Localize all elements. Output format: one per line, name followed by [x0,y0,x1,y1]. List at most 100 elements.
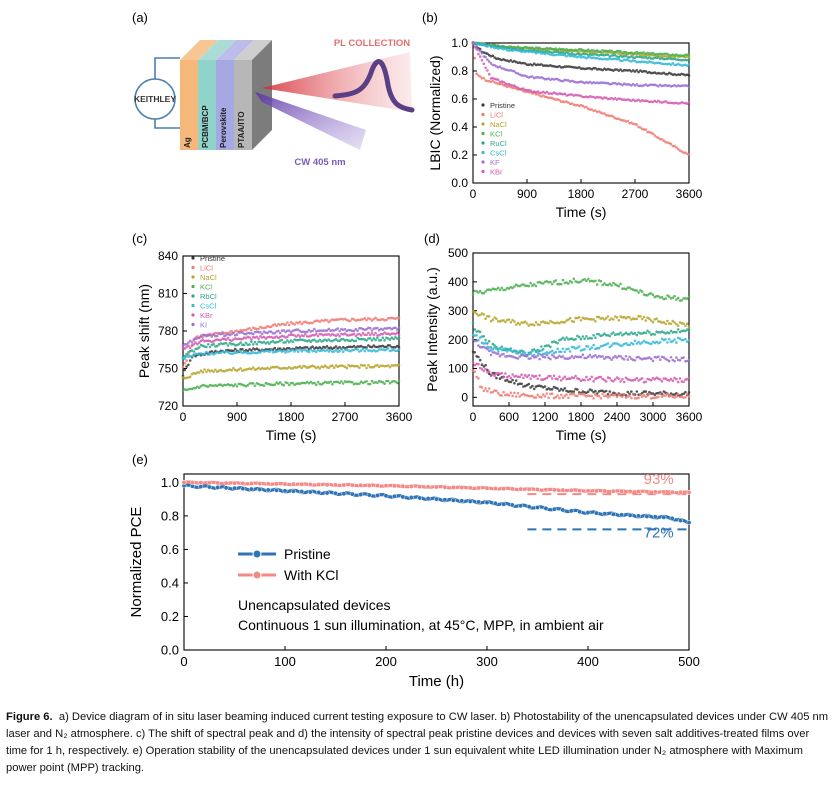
data-point-d-5-20 [507,348,511,351]
series-marker-e-1-7 [240,480,246,486]
data-point-d-2-108 [666,319,669,323]
data-point-d-2-6 [482,313,486,316]
data-point-d-6-48 [558,375,561,379]
data-point-c-5-73 [313,349,316,352]
data-point-b-7-51 [563,92,567,96]
data-point-d-2-93 [639,315,642,318]
series-marker-e-0-60 [686,520,692,526]
data-point-d-4-60 [579,337,583,341]
data-point-c-7-19 [215,334,219,338]
series-c-ki [181,326,401,347]
data-point-b-1-100 [651,132,655,135]
layer-ptaa-label: PTAA/ITO [237,111,246,148]
data-point-c-5-114 [386,347,390,350]
data-point-d-4-114 [676,328,680,331]
data-point-d-4-51 [563,338,567,341]
data-point-d-2-30 [525,322,529,325]
data-point-d-6-62 [583,378,586,382]
data-point-c-5-118 [394,349,397,353]
data-point-b-3-39 [541,47,545,51]
data-point-b-0-67 [592,66,595,70]
data-point-d-0-51 [563,387,567,390]
series-marker-e-0-4 [215,484,221,490]
data-point-d-3-82 [619,282,622,286]
data-point-c-0-119 [395,344,399,348]
data-point-d-7-72 [601,355,604,358]
data-point-d-2-106 [662,321,666,324]
series-b-cscl [471,40,691,67]
data-point-c-7-10 [199,335,203,339]
data-point-d-3-99 [649,292,653,295]
data-point-c-4-50 [271,340,275,343]
data-point-d-6-110 [669,377,673,381]
data-point-b-7-32 [529,89,532,92]
data-point-d-5-23 [513,349,516,352]
data-point-c-2-120 [397,363,401,367]
data-point-b-7-1 [473,45,477,49]
data-point-d-6-49 [559,379,563,382]
data-point-d-6-78 [612,380,615,383]
legend-label-0: Pristine [284,546,331,562]
data-point-c-0-38 [250,349,253,352]
data-point-c-5-48 [268,350,271,354]
series-marker-e-0-31 [442,497,448,503]
data-point-c-1-35 [244,328,248,332]
series-marker-e-1-45 [560,487,566,493]
data-point-c-4-104 [368,337,372,340]
data-point-d-7-86 [626,358,630,361]
data-point-c-1-92 [347,319,350,323]
y-tick-label-c-3: 810 [158,287,178,301]
data-point-d-3-114 [676,296,680,300]
data-point-d-6-38 [540,378,543,381]
data-point-c-2-12 [203,368,206,371]
data-point-d-3-78 [612,281,615,285]
y-axis-label-d: Peak Intensity (a.u.) [424,267,440,392]
data-point-c-7-118 [394,326,397,330]
data-point-d-2-81 [617,319,621,322]
data-point-c-1-38 [250,328,253,332]
data-point-d-3-119 [685,297,689,300]
data-point-d-5-90 [633,339,637,343]
data-point-d-4-113 [675,330,678,334]
data-point-d-3-7 [484,290,487,293]
series-c-cscl [181,347,401,360]
data-point-c-3-70 [307,382,311,385]
data-point-d-1-21 [509,391,513,395]
data-point-d-6-74 [604,380,608,383]
data-point-d-0-101 [653,393,657,397]
figure-caption: Figure 6. a) Device diagram of in situ l… [6,709,832,777]
data-point-d-6-117 [682,380,685,384]
data-point-c-3-104 [368,382,372,386]
data-point-d-3-3 [477,291,480,294]
data-point-d-4-87 [628,333,631,336]
data-point-d-5-29 [523,351,527,355]
data-point-d-7-45 [552,355,556,358]
data-point-d-3-81 [617,284,621,288]
data-point-c-7-43 [259,331,262,334]
data-point-c-7-97 [356,329,359,333]
data-point-c-0-103 [367,344,370,347]
series-marker-e-0-45 [560,507,566,513]
data-point-c-6-3 [187,344,190,348]
data-point-d-7-92 [637,355,640,359]
data-point-d-4-0 [471,321,475,325]
data-point-d-1-41 [545,392,549,395]
data-point-c-5-87 [338,349,341,353]
data-point-d-5-99 [649,342,653,346]
series-marker-e-0-7 [240,486,246,492]
data-point-d-1-8 [486,389,489,393]
data-point-c-7-80 [325,329,329,332]
data-point-d-5-46 [554,350,558,354]
data-point-d-1-5 [480,386,484,389]
data-point-c-4-106 [372,337,376,340]
y-tick-label-c-1: 750 [158,362,178,376]
data-point-d-2-76 [608,318,612,322]
data-point-d-1-119 [685,393,689,396]
data-point-b-5-18 [504,47,507,50]
series-marker-e-1-22 [366,483,372,488]
data-point-c-7-79 [323,329,327,332]
data-point-c-1-102 [365,318,368,322]
data-point-d-2-45 [552,321,556,325]
data-point-c-6-96 [354,334,358,338]
data-point-b-1-95 [642,128,646,131]
